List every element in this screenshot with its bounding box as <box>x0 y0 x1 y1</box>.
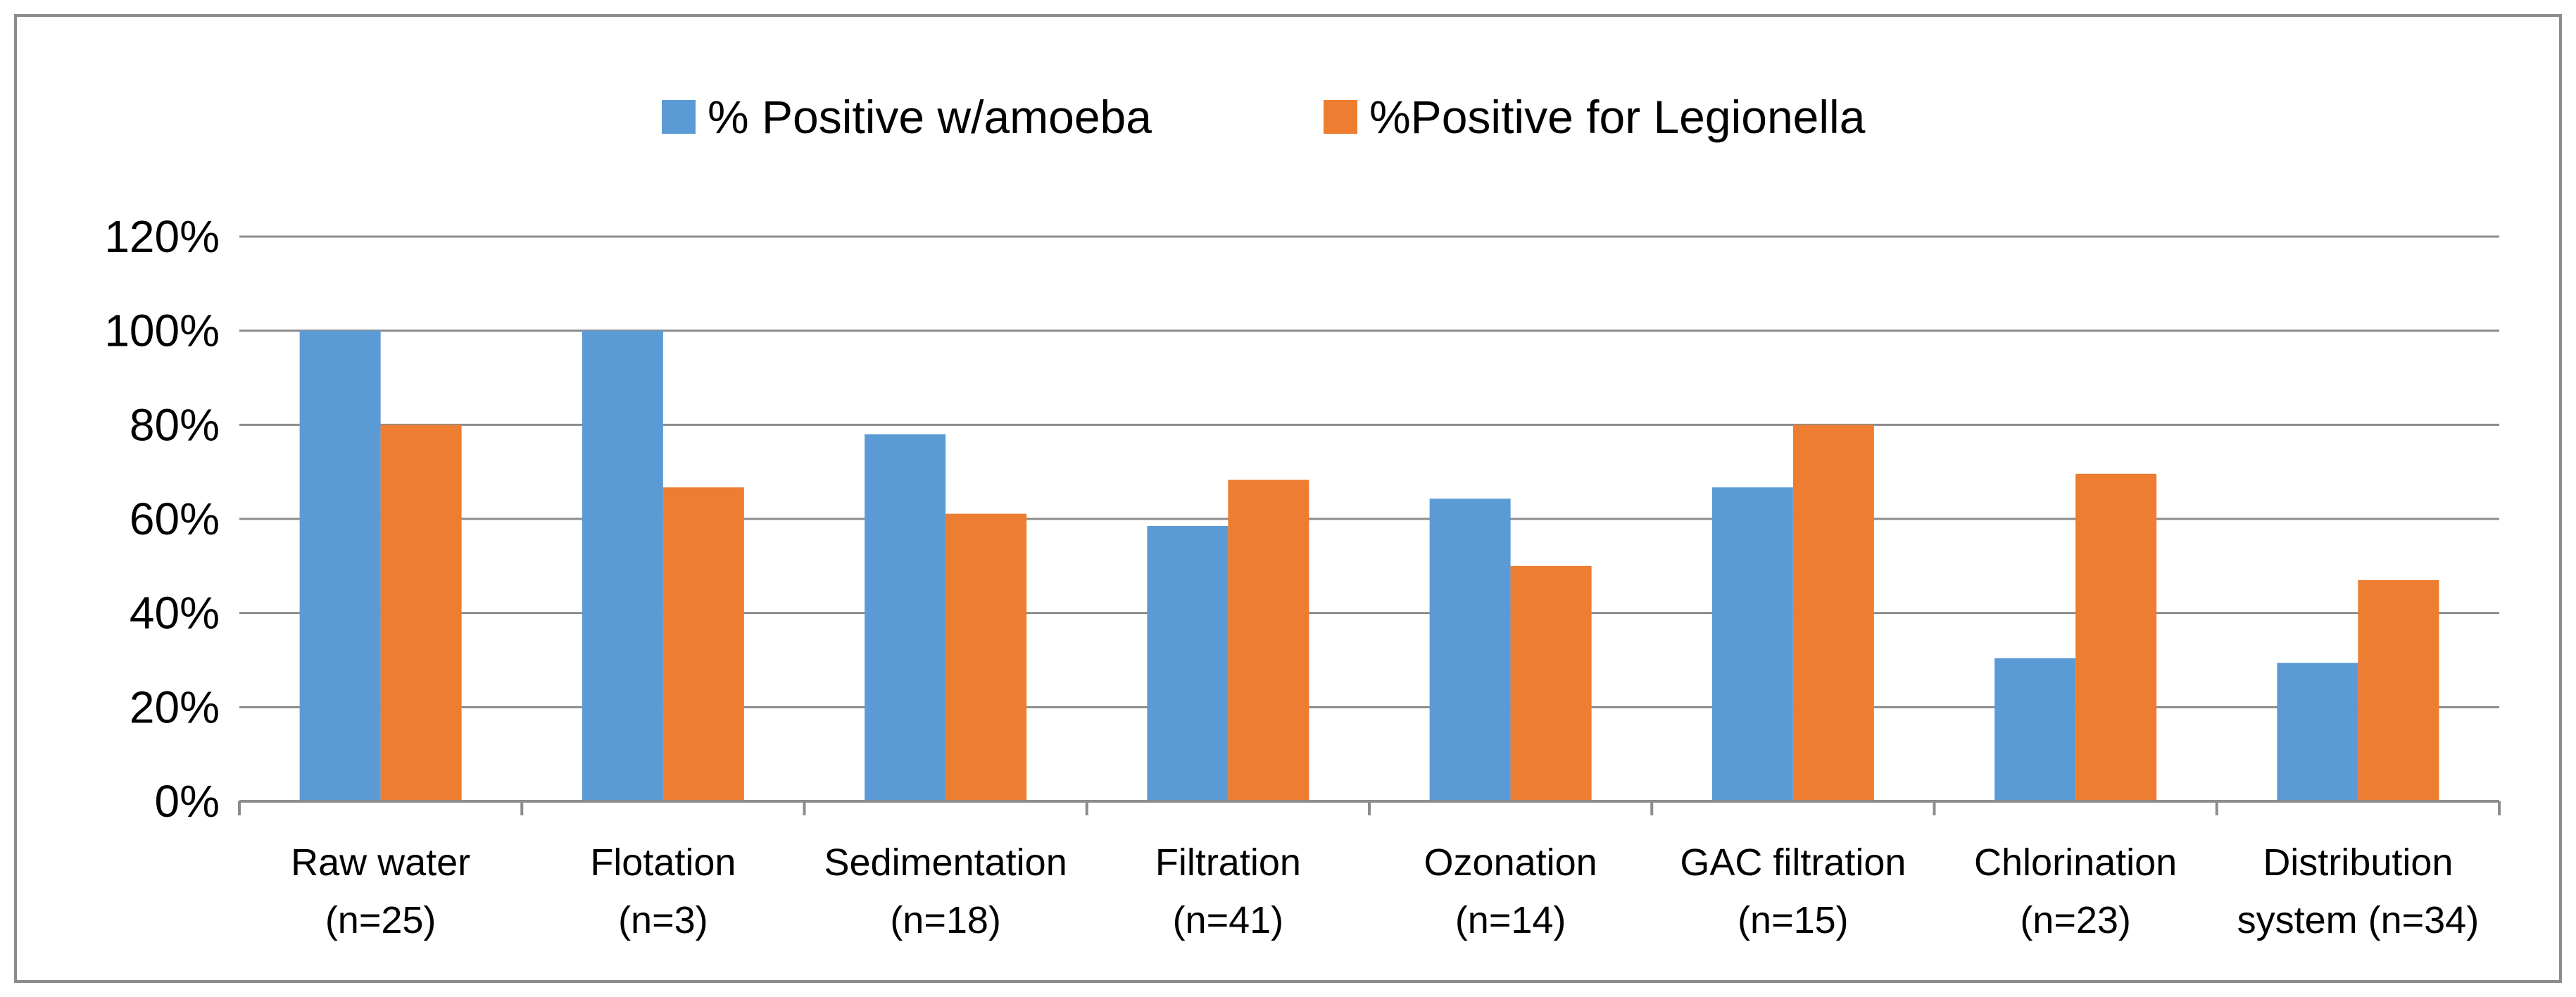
legend-swatch <box>662 100 696 134</box>
bar-amoeba <box>865 434 946 801</box>
bar-amoeba <box>299 330 381 802</box>
y-tick-label: 20% <box>130 682 220 732</box>
bar-legionella <box>662 487 744 801</box>
bar-amoeba <box>1429 499 1511 801</box>
y-tick-label: 80% <box>130 399 220 450</box>
x-category-sublabel: (n=18) <box>890 899 1001 941</box>
x-category-sublabel: (n=23) <box>2020 899 2131 941</box>
bar-amoeba <box>1711 487 1793 801</box>
y-tick-label: 100% <box>104 306 220 356</box>
legend-swatch <box>1324 100 1357 134</box>
x-category-sublabel: (n=14) <box>1455 899 1566 941</box>
y-tick-label: 40% <box>130 588 220 639</box>
legend-label: %Positive for Legionella <box>1369 91 1866 143</box>
bar-legionella <box>1792 425 1874 801</box>
x-category-sublabel: system (n=34) <box>2237 899 2480 941</box>
x-category-sublabel: (n=25) <box>325 899 436 941</box>
x-category-label: Ozonation <box>1424 841 1597 884</box>
x-category-sublabel: (n=41) <box>1173 899 1284 941</box>
y-tick-label: 60% <box>130 494 220 544</box>
bar-legionella <box>1228 479 1309 801</box>
legend: % Positive w/amoeba %Positive for Legione… <box>662 91 1866 143</box>
x-category-label: Filtration <box>1155 841 1301 884</box>
bar-legionella <box>380 425 462 801</box>
x-axis <box>238 800 2501 815</box>
bar-amoeba <box>2277 663 2358 801</box>
bars <box>299 330 2439 802</box>
x-category-label: GAC filtration <box>1680 841 1906 884</box>
x-category-label: Raw water <box>291 841 470 884</box>
y-axis-tick-labels: 0% 20% 40% 60% 80% 100% 120% <box>104 211 220 827</box>
x-category-sublabel: (n=3) <box>618 899 708 941</box>
bar-amoeba <box>1147 526 1229 801</box>
y-tick-label: 0% <box>155 776 220 827</box>
y-tick-label: 120% <box>104 211 220 262</box>
x-category-label: Flotation <box>590 841 736 884</box>
bar-amoeba <box>1994 658 2076 801</box>
x-category-label: Distribution <box>2263 841 2453 884</box>
x-category-label: Sedimentation <box>824 841 1067 884</box>
bar-legionella <box>1510 565 1592 801</box>
x-category-label: Chlorination <box>1974 841 2177 884</box>
bar-legionella <box>945 513 1027 801</box>
bar-amoeba <box>582 330 663 802</box>
legend-label: % Positive w/amoeba <box>708 91 1152 143</box>
bar-legionella <box>2075 473 2157 801</box>
x-axis-category-labels: Raw water (n=25) Flotation (n=3) Sedimentati… <box>291 841 2479 941</box>
bar-legionella <box>2358 579 2439 801</box>
x-category-sublabel: (n=15) <box>1738 899 1849 941</box>
